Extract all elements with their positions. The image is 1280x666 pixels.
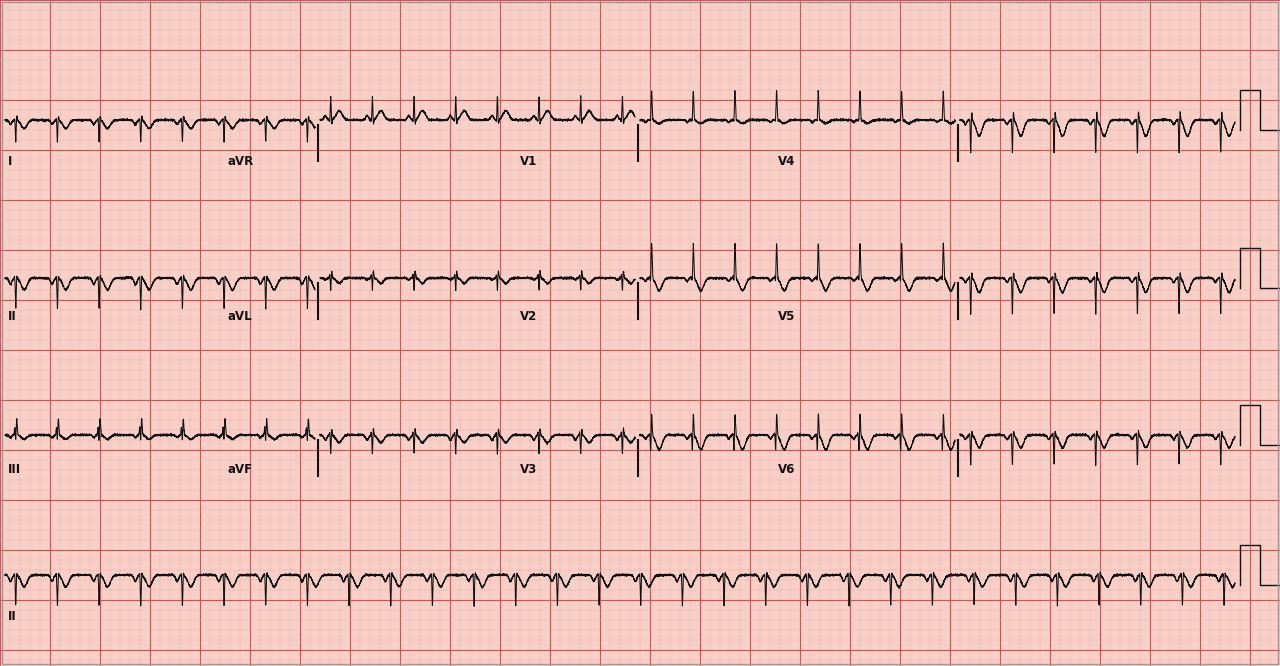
Text: I: I [8,155,13,168]
Text: V3: V3 [520,463,538,476]
Text: V6: V6 [778,463,795,476]
Text: V1: V1 [520,155,538,168]
Text: V4: V4 [778,155,795,168]
Text: aVR: aVR [228,155,255,168]
Text: V5: V5 [778,310,795,323]
Text: III: III [8,463,22,476]
Text: aVF: aVF [228,463,253,476]
Text: II: II [8,610,17,623]
Text: aVL: aVL [228,310,252,323]
Text: V2: V2 [520,310,538,323]
Text: II: II [8,310,17,323]
